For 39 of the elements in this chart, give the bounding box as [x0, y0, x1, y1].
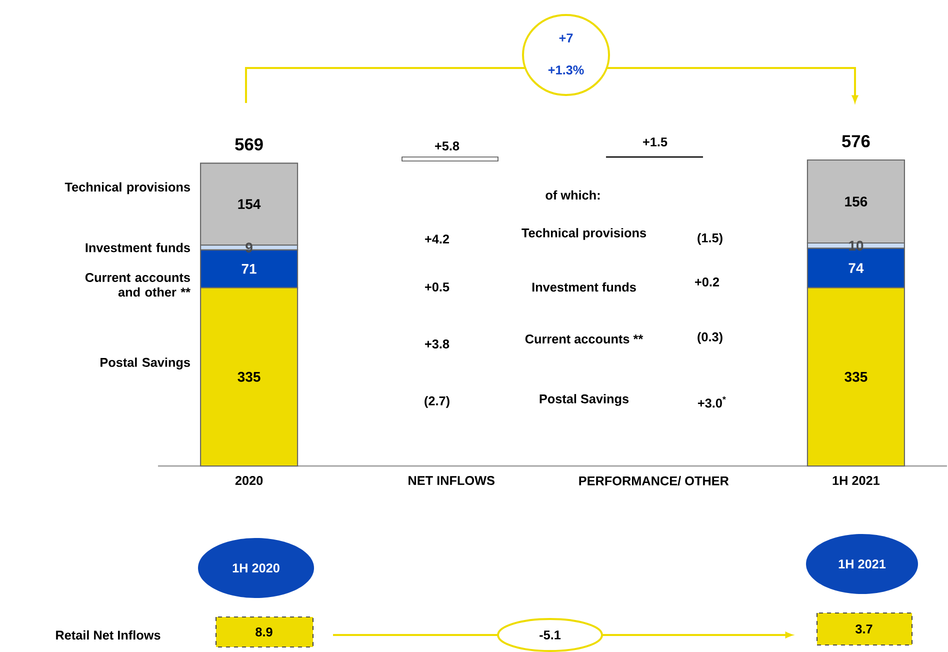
annotation: (0.3): [698, 332, 722, 344]
annotation: (1.5): [698, 233, 722, 245]
series-label: Postal Savings: [100, 358, 190, 370]
x-tick-label: NET INFLOWS: [408, 476, 494, 486]
annotation: Current accounts **: [525, 334, 644, 344]
text: 1H 2021: [838, 560, 886, 568]
data-label: 74: [848, 263, 864, 273]
data-label: 335: [238, 372, 260, 382]
x-tick-label: 2020: [235, 476, 263, 486]
text: +5.8: [435, 142, 460, 150]
data-label: 71: [242, 264, 256, 274]
text: +7: [559, 34, 573, 42]
annotation: +3.0$^{*}$: [698, 396, 726, 408]
annotation: +3.8: [425, 340, 450, 348]
text: Retail Net Inflows: [56, 630, 160, 640]
annotation: +0.2: [695, 278, 720, 286]
text: 1H 2020: [232, 564, 280, 572]
annotation: (2.7): [424, 396, 450, 408]
annotation: Investment funds: [532, 282, 636, 292]
data-label: 335: [844, 372, 868, 382]
series-label: Current accounts and other **: [85, 273, 190, 297]
data-label: 156: [845, 196, 868, 206]
text: +1.5: [643, 138, 668, 146]
data-label: 154: [238, 199, 261, 210]
total-label: 576: [842, 135, 870, 148]
annotation: +0.5: [425, 282, 450, 292]
series-label: Technical provisions: [64, 182, 190, 194]
annotation: +4.2: [425, 234, 450, 244]
text: -5.1: [540, 630, 561, 640]
x-tick-label: PERFORMANCE/ OTHER: [579, 476, 729, 486]
annotation: of which:: [546, 190, 600, 200]
x-tick-label: 1H 2021: [832, 476, 880, 486]
total-label: 569: [235, 138, 263, 150]
text: 8.9: [256, 628, 272, 636]
text: +1.3%: [548, 66, 584, 74]
annotation: Technical provisions: [522, 228, 646, 240]
series-label: Investment funds: [86, 242, 190, 252]
annotation: Postal Savings: [540, 394, 629, 406]
text: 3.7: [855, 624, 872, 634]
